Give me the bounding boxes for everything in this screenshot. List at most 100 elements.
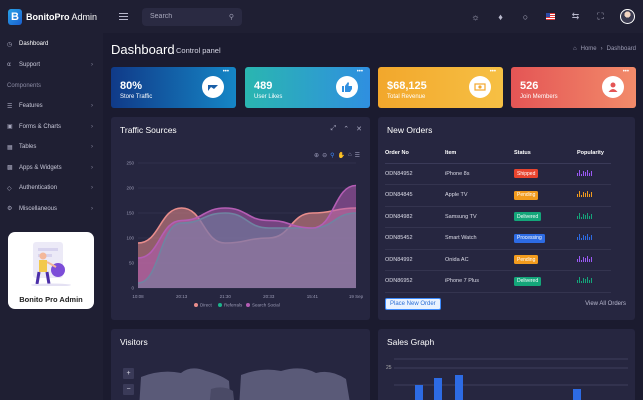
more-icon[interactable]: ••• bbox=[222, 69, 229, 75]
world-map[interactable] bbox=[111, 329, 370, 400]
chat-icon[interactable]: ○ bbox=[522, 11, 529, 22]
stat-value: 489 bbox=[254, 80, 273, 92]
page-subtitle: Control panel bbox=[176, 46, 221, 55]
y-tick-label: 250 bbox=[126, 161, 134, 166]
chevron-right-icon: › bbox=[91, 185, 93, 192]
table-row[interactable]: ODN84845 Apple TV Pending bbox=[385, 184, 611, 207]
order-number: ODN86952 bbox=[385, 270, 445, 293]
zoom-out-icon[interactable]: ⊖ bbox=[322, 153, 328, 159]
legend-label[interactable]: Search Social bbox=[252, 303, 280, 308]
chevron-right-icon: › bbox=[91, 205, 93, 212]
money-icon bbox=[469, 76, 491, 98]
page-header: Dashboard Control panel ⌂ Home › Dashboa… bbox=[111, 42, 636, 60]
table-row[interactable]: ODN84952 iPhone 8s Shipped bbox=[385, 163, 611, 185]
language-flag-icon[interactable] bbox=[545, 11, 556, 22]
x-tick-label: 21:30 bbox=[220, 294, 232, 299]
sidebar-item-apps-widgets[interactable]: ▩ Apps & Widgets › bbox=[0, 158, 103, 179]
sidebar-item-dashboard[interactable]: ◷ Dashboard bbox=[0, 34, 103, 55]
bell-icon[interactable]: ♦ bbox=[498, 11, 503, 22]
table-row[interactable]: ODN86952 iPhone 7 Plus Delivered bbox=[385, 270, 611, 293]
search-input[interactable] bbox=[150, 13, 220, 20]
close-icon[interactable]: ✕ bbox=[356, 126, 362, 133]
breadcrumb-separator: › bbox=[600, 46, 603, 52]
promo-card[interactable]: Bonito Pro Admin bbox=[8, 232, 94, 309]
stat-card-join-members[interactable]: ••• 526 Join Members bbox=[511, 67, 636, 108]
breadcrumb: ⌂ Home › Dashboard bbox=[573, 46, 636, 52]
panel-controls: ⤢ ⌃ ✕ bbox=[331, 125, 362, 133]
panel-title: Visitors bbox=[120, 337, 148, 347]
legend-marker[interactable] bbox=[194, 303, 198, 307]
place-new-order-button[interactable]: Place New Order bbox=[385, 298, 441, 310]
legend-label[interactable]: Direct bbox=[200, 303, 213, 308]
status-badge: Processing bbox=[514, 233, 545, 243]
sidebar-item-miscellaneous[interactable]: ⚙ Miscellaneous › bbox=[0, 199, 103, 220]
more-icon[interactable]: ••• bbox=[489, 69, 496, 75]
popularity-sparkline bbox=[577, 227, 611, 250]
sidebar-item-authentication[interactable]: ◇ Authentication › bbox=[0, 178, 103, 199]
stat-card-user-likes[interactable]: ••• 489 User Likes bbox=[245, 67, 370, 108]
brand[interactable]: B BonitoPro Admin bbox=[0, 0, 103, 33]
sales-y-tick: 25 bbox=[386, 365, 392, 371]
table-row[interactable]: ODN85452 Smart Watch Processing bbox=[385, 227, 611, 250]
top-header: B BonitoPro Admin ⚲ ☼ ♦ ○ ⇆ ⛶ bbox=[0, 0, 643, 33]
legend-label[interactable]: Referrals bbox=[224, 303, 243, 308]
stat-card-total-revenue[interactable]: ••• $68,125 Total Revenue bbox=[378, 67, 503, 108]
headset-icon: ⍺ bbox=[7, 62, 11, 69]
sidebar-item-features[interactable]: ☰ Features › bbox=[0, 96, 103, 117]
shuffle-icon[interactable]: ⇆ bbox=[571, 11, 580, 21]
gauge-icon: ◷ bbox=[7, 41, 13, 48]
breadcrumb-home[interactable]: Home bbox=[580, 46, 597, 52]
order-status: Pending bbox=[514, 184, 577, 207]
home-reset-icon[interactable]: ⌂ bbox=[347, 152, 352, 158]
status-badge: Delivered bbox=[514, 276, 542, 286]
search-icon[interactable]: ⚲ bbox=[228, 13, 234, 21]
order-item: Samsung TV bbox=[445, 206, 514, 228]
area-series-search-social[interactable] bbox=[138, 185, 356, 289]
search-box[interactable]: ⚲ bbox=[142, 7, 242, 26]
sidebar-item-forms-charts[interactable]: ▣ Forms & Charts › bbox=[0, 117, 103, 138]
order-item: Onida AC bbox=[445, 249, 514, 271]
pie-chart-icon bbox=[202, 76, 224, 98]
collapse-icon[interactable]: ⌃ bbox=[343, 126, 350, 133]
promo-illustration-icon bbox=[31, 242, 71, 286]
x-tick-label: 15:41 bbox=[307, 294, 319, 299]
order-item: iPhone 8s bbox=[445, 163, 514, 185]
order-status: Delivered bbox=[514, 206, 577, 228]
popularity-sparkline bbox=[577, 249, 611, 271]
map-zoom-out-button[interactable]: − bbox=[123, 384, 134, 395]
panel-title: Sales Graph bbox=[387, 337, 435, 347]
legend-marker[interactable] bbox=[246, 303, 250, 307]
view-all-orders-link[interactable]: View All Orders bbox=[585, 301, 626, 307]
order-status: Pending bbox=[514, 249, 577, 271]
zoom-in-icon[interactable]: ⊕ bbox=[314, 153, 320, 159]
menu-toggle-icon[interactable] bbox=[119, 13, 128, 20]
table-header: Status bbox=[514, 144, 577, 164]
y-tick-label: 150 bbox=[126, 211, 134, 216]
breadcrumb-current: Dashboard bbox=[606, 46, 636, 52]
y-tick-label: 50 bbox=[129, 261, 135, 266]
menu-icon[interactable]: ☰ bbox=[354, 153, 360, 159]
avatar[interactable] bbox=[620, 9, 635, 24]
x-tick-label: 20:33 bbox=[263, 294, 275, 299]
table-row[interactable]: ODN84992 Onida AC Pending bbox=[385, 249, 611, 271]
search-zoom-icon[interactable]: ⚲ bbox=[330, 153, 335, 159]
order-item: Smart Watch bbox=[445, 227, 514, 250]
sidebar-item-tables[interactable]: ▦ Tables › bbox=[0, 137, 103, 158]
settings-icon: ⚙ bbox=[7, 206, 13, 213]
expand-icon[interactable]: ⤢ bbox=[330, 125, 337, 132]
fullscreen-icon[interactable]: ⛶ bbox=[597, 11, 604, 21]
stat-label: User Likes bbox=[254, 94, 283, 100]
more-icon[interactable]: ••• bbox=[622, 69, 629, 75]
more-icon[interactable]: ••• bbox=[356, 69, 363, 75]
order-item: iPhone 7 Plus bbox=[445, 270, 514, 293]
pan-icon[interactable]: ✋ bbox=[337, 153, 345, 159]
layers-icon: ☰ bbox=[7, 103, 13, 110]
table-row[interactable]: ODN84982 Samsung TV Delivered bbox=[385, 206, 611, 228]
map-zoom-in-button[interactable]: + bbox=[123, 368, 134, 379]
chevron-right-icon: › bbox=[91, 103, 93, 110]
sidebar-item-support[interactable]: ⍺ Support › bbox=[0, 55, 103, 76]
stat-card-store-traffic[interactable]: ••• 80% Store Traffic bbox=[111, 67, 236, 108]
home-icon: ⌂ bbox=[573, 46, 577, 52]
theme-toggle-icon[interactable]: ☼ bbox=[471, 11, 480, 22]
legend-marker[interactable] bbox=[218, 303, 222, 307]
